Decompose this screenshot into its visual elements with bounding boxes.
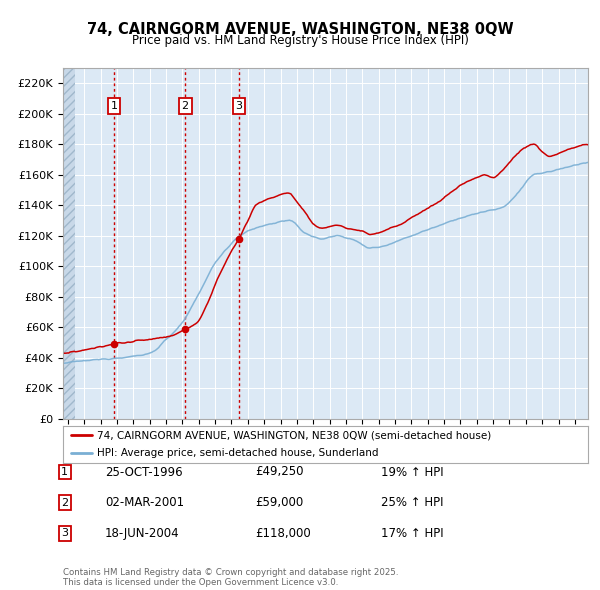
Text: 74, CAIRNGORM AVENUE, WASHINGTON, NE38 0QW (semi-detached house): 74, CAIRNGORM AVENUE, WASHINGTON, NE38 0… [97,430,491,440]
Text: 17% ↑ HPI: 17% ↑ HPI [381,527,443,540]
Bar [63,68,75,419]
Text: 25% ↑ HPI: 25% ↑ HPI [381,496,443,509]
Text: 3: 3 [61,529,68,538]
Text: £118,000: £118,000 [255,527,311,540]
Text: Price paid vs. HM Land Registry's House Price Index (HPI): Price paid vs. HM Land Registry's House … [131,34,469,47]
Text: 18-JUN-2004: 18-JUN-2004 [105,527,179,540]
Text: HPI: Average price, semi-detached house, Sunderland: HPI: Average price, semi-detached house,… [97,448,379,458]
Text: 3: 3 [235,101,242,111]
Text: 2: 2 [61,498,68,507]
Text: 2: 2 [182,101,189,111]
Text: Contains HM Land Registry data © Crown copyright and database right 2025.
This d: Contains HM Land Registry data © Crown c… [63,568,398,587]
Text: £49,250: £49,250 [255,466,304,478]
Text: 02-MAR-2001: 02-MAR-2001 [105,496,184,509]
Text: 19% ↑ HPI: 19% ↑ HPI [381,466,443,478]
Text: 25-OCT-1996: 25-OCT-1996 [105,466,182,478]
Text: 1: 1 [61,467,68,477]
Text: £59,000: £59,000 [255,496,303,509]
Text: 74, CAIRNGORM AVENUE, WASHINGTON, NE38 0QW: 74, CAIRNGORM AVENUE, WASHINGTON, NE38 0… [86,22,514,37]
Text: 1: 1 [110,101,118,111]
